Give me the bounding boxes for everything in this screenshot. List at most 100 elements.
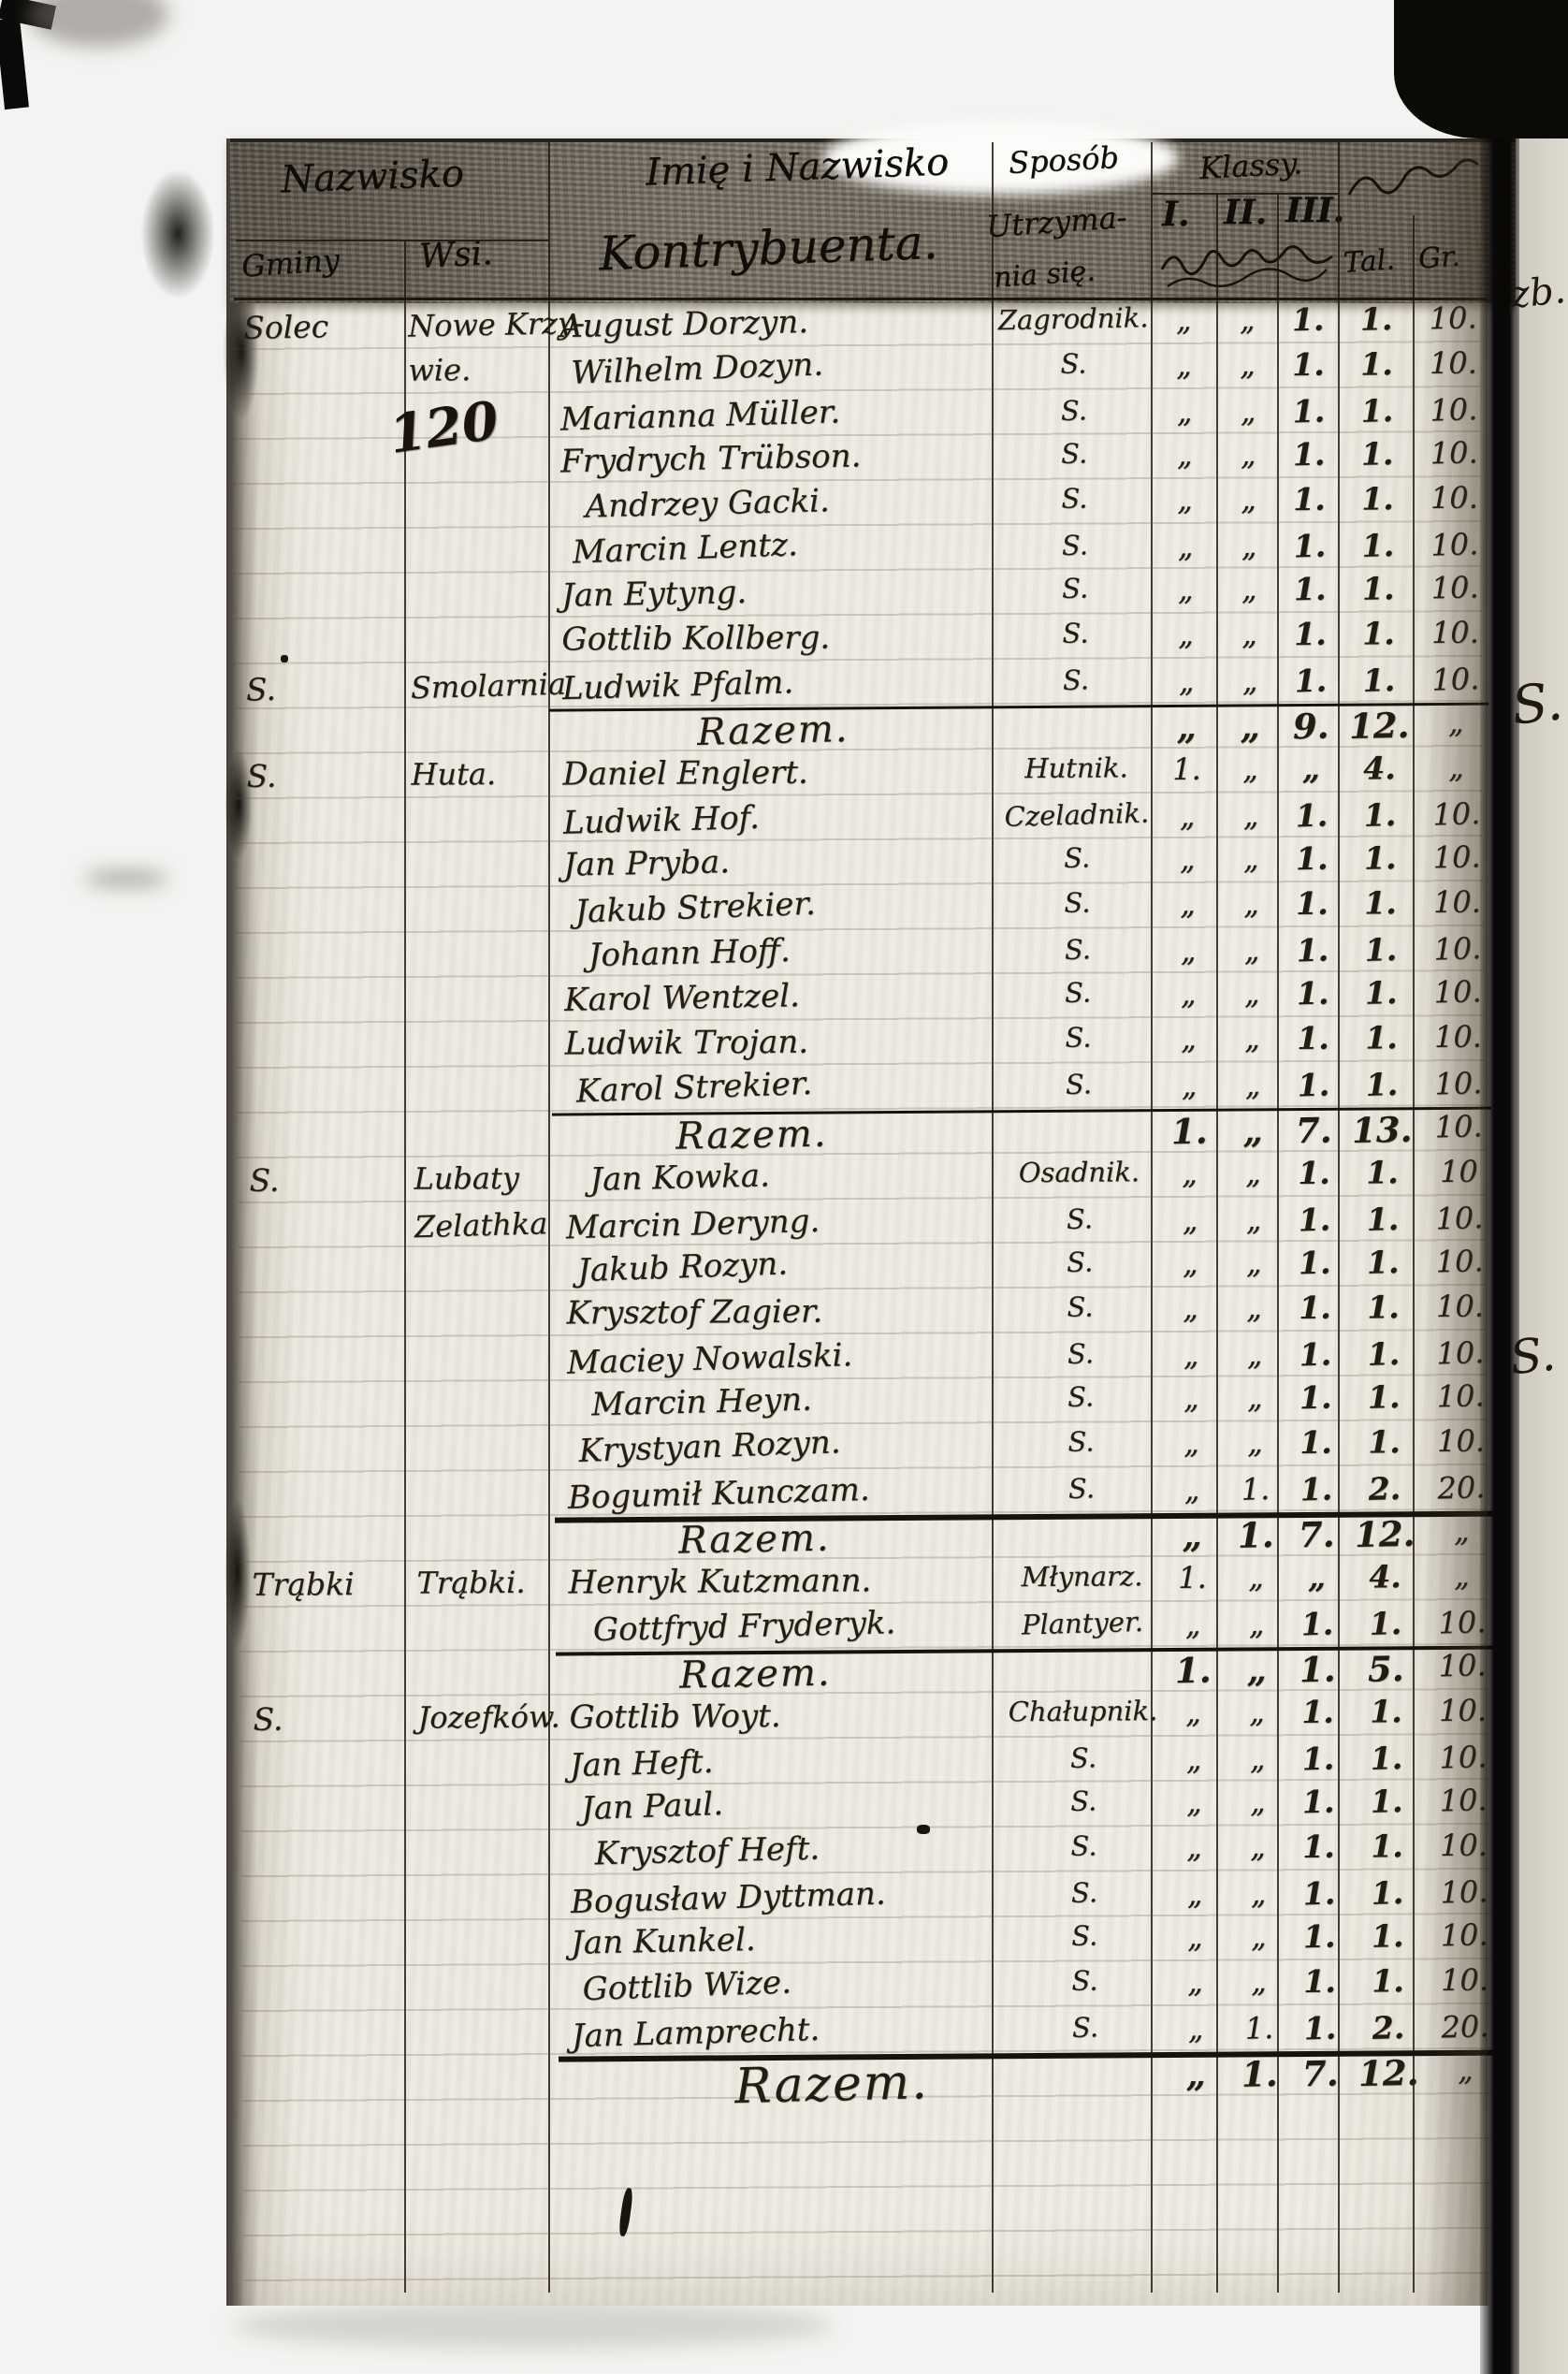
cell-tal: 1.	[1365, 1065, 1399, 1103]
cell-name: Krysztof Zagier.	[566, 1292, 823, 1333]
cell-tal: 1.	[1371, 1828, 1403, 1865]
cell-occ: S.	[1067, 1380, 1095, 1413]
column-line-name-sposob	[992, 142, 994, 2293]
cell-name: Jan Kowka.	[589, 1157, 771, 1200]
cell-c1: „	[1177, 481, 1193, 517]
cell-name: Jan Heft.	[569, 1742, 714, 1785]
header-inner-line	[236, 240, 548, 241]
cell-c1: „	[1176, 393, 1193, 430]
cell-c2: 1.	[1244, 2009, 1274, 2046]
cell-wies: Smolarnia	[410, 665, 567, 706]
cell-tal: 4.	[1363, 750, 1396, 787]
header-klassa-i: I.	[1162, 195, 1190, 234]
column-line-klassa-ii-iii	[1277, 193, 1279, 2293]
cell-c2: „	[1242, 840, 1259, 877]
cell-c3: 1.	[1303, 2009, 1337, 2047]
cell-name: Ludwik Pfalm.	[561, 663, 794, 708]
cell-c1: „	[1182, 1155, 1198, 1191]
next-page-mark: S.	[1508, 671, 1566, 737]
cell-occ: S.	[1060, 347, 1087, 380]
cell-occ: S.	[1070, 1829, 1097, 1862]
cell-c1: „	[1176, 346, 1192, 383]
cell-occ: S.	[1062, 617, 1089, 649]
cell-c3: 1.	[1299, 1289, 1331, 1327]
column-line-klassa-i-ii	[1216, 193, 1218, 2293]
cell-occ: Osadnik.	[1018, 1156, 1140, 1189]
cell-c1: 1.	[1174, 1649, 1212, 1692]
cell-wies: Nowe Krzy-	[407, 304, 586, 344]
header-bottom-line	[234, 298, 1488, 300]
cell-occ: S.	[1066, 1202, 1094, 1236]
cell-name: Krysztof Heft.	[594, 1829, 820, 1873]
cell-c3: 1.	[1299, 1423, 1332, 1462]
cell-c2: „	[1249, 1740, 1266, 1777]
column-line-sposob-klassy	[1151, 142, 1153, 2293]
page-edge-blot	[223, 281, 260, 421]
photo-smudge	[84, 870, 168, 887]
cell-c2: 1.	[1241, 2052, 1278, 2095]
cell-tal: 12.	[1357, 2051, 1419, 2095]
cell-name: Marianna Müller.	[559, 393, 841, 439]
illegible-script-decoration	[1347, 158, 1479, 196]
cell-tal: 1.	[1361, 526, 1395, 564]
cell-c3: 1.	[1301, 1740, 1335, 1778]
next-page-sliver	[1516, 138, 1568, 2374]
cell-c1: „	[1186, 1828, 1202, 1865]
cell-c1: „	[1186, 1918, 1203, 1955]
cell-c1: „	[1183, 1379, 1199, 1417]
cell-tal: 1.	[1371, 1873, 1404, 1912]
cell-tal: 1.	[1370, 1739, 1403, 1777]
cell-c1: „	[1182, 1245, 1198, 1282]
cell-tal: 1.	[1366, 1244, 1400, 1281]
cell-occ: S.	[1061, 482, 1088, 515]
page-edge-blot	[140, 168, 215, 299]
cell-name: Bogusław Dyttman.	[570, 1874, 887, 1922]
cell-c2: „	[1249, 1694, 1265, 1730]
cell-c3: 1.	[1295, 796, 1328, 835]
cell-c3: 1.	[1301, 1693, 1334, 1731]
cell-c2: „	[1241, 571, 1257, 607]
cell-c1: „	[1180, 975, 1197, 1012]
cell-name: Daniel Englert.	[562, 753, 808, 794]
cell-c1: „	[1185, 2053, 1207, 2096]
cell-tal: 1.	[1360, 345, 1393, 383]
cell-c3: 1.	[1303, 1962, 1336, 2001]
cell-c2: „	[1244, 1020, 1260, 1056]
cell-name: Andrzey Gacki.	[585, 482, 831, 526]
cell-wies: Zelathka	[414, 1205, 548, 1245]
cell-occ: Młynarz.	[1021, 1560, 1143, 1594]
cell-c3: 1.	[1296, 974, 1329, 1012]
cell-c3: 1.	[1293, 480, 1326, 518]
cell-c1: „	[1180, 885, 1196, 922]
cell-name: Ludwik Hof.	[562, 798, 761, 842]
cell-name: Jakub Rozyn.	[576, 1245, 789, 1290]
cell-c2: „	[1240, 393, 1256, 430]
cell-occ: S.	[1067, 1290, 1094, 1323]
cell-c3: 1.	[1299, 1335, 1332, 1374]
cell-name: Wilhelm Dozyn.	[570, 345, 824, 392]
cell-tal: 1.	[1371, 1917, 1404, 1955]
cell-tal: 1.	[1365, 1019, 1398, 1056]
cell-occ: Plantyer.	[1021, 1605, 1144, 1641]
cell-name: Ludwik Trojan.	[564, 1023, 809, 1063]
cell-c2: „	[1242, 750, 1258, 787]
cell-c1: „	[1178, 663, 1195, 700]
cell-c2: „	[1245, 1202, 1262, 1238]
cell-tal: 5.	[1367, 1648, 1404, 1690]
cell-c3: 1.	[1300, 1605, 1334, 1643]
cell-c3: 1.	[1292, 345, 1325, 384]
cell-tal: 1.	[1364, 930, 1398, 969]
cell-occ: S.	[1070, 1876, 1098, 1910]
cell-name: Jan Kunkel.	[570, 1920, 757, 1962]
cell-tal: 1.	[1362, 615, 1395, 652]
cell-tal: 12.	[1348, 704, 1410, 748]
cell-c3: 1.	[1299, 1470, 1333, 1508]
cell-occ: S.	[1060, 437, 1088, 470]
photo-smudge	[234, 2302, 833, 2349]
cell-c2: „	[1244, 1067, 1261, 1103]
cell-c2: „	[1241, 481, 1256, 517]
cell-name: Krystyan Rozyn.	[577, 1423, 842, 1470]
cell-c2: „	[1249, 1784, 1266, 1820]
header-talary: Tal.	[1342, 243, 1396, 280]
cell-tal: 1.	[1360, 435, 1394, 473]
